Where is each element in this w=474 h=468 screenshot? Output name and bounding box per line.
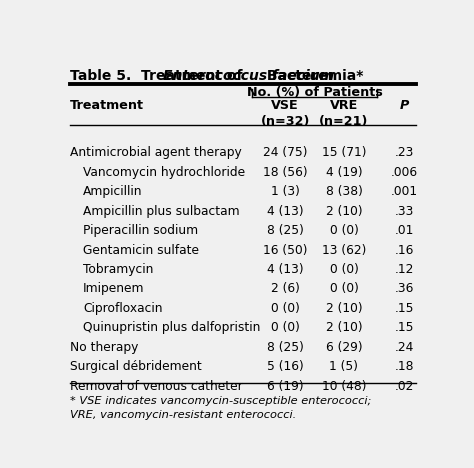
Text: Imipenem: Imipenem	[83, 283, 145, 295]
Text: VRE, vancomycin-resistant enterococci.: VRE, vancomycin-resistant enterococci.	[70, 410, 297, 420]
Text: .15: .15	[395, 302, 414, 315]
Text: Ciprofloxacin: Ciprofloxacin	[83, 302, 163, 315]
Text: .33: .33	[395, 205, 414, 218]
Text: Treatment: Treatment	[70, 99, 144, 112]
Text: .36: .36	[395, 283, 414, 295]
Text: Removal of venous catheter: Removal of venous catheter	[70, 380, 243, 393]
Text: 0 (0): 0 (0)	[329, 283, 358, 295]
Text: .15: .15	[395, 322, 414, 334]
Text: 4 (13): 4 (13)	[267, 263, 303, 276]
Text: 5 (16): 5 (16)	[267, 360, 303, 373]
Text: Bacteremia*: Bacteremia*	[262, 69, 364, 83]
Text: Vancomycin hydrochloride: Vancomycin hydrochloride	[83, 166, 245, 179]
Text: VRE
(n=21): VRE (n=21)	[319, 99, 369, 128]
Text: 16 (50): 16 (50)	[263, 243, 308, 256]
Text: 1 (3): 1 (3)	[271, 185, 300, 198]
Text: 4 (19): 4 (19)	[326, 166, 362, 179]
Text: .16: .16	[395, 243, 414, 256]
Text: 15 (71): 15 (71)	[322, 146, 366, 159]
Text: 18 (56): 18 (56)	[263, 166, 308, 179]
Text: .001: .001	[391, 185, 418, 198]
Text: 6 (19): 6 (19)	[267, 380, 303, 393]
Text: P: P	[400, 99, 409, 112]
Text: 0 (0): 0 (0)	[271, 302, 300, 315]
Text: 10 (48): 10 (48)	[322, 380, 366, 393]
Text: 13 (62): 13 (62)	[322, 243, 366, 256]
Text: 2 (10): 2 (10)	[326, 302, 362, 315]
Text: 4 (13): 4 (13)	[267, 205, 303, 218]
Text: Enterococcus faecium: Enterococcus faecium	[163, 69, 334, 83]
Text: .12: .12	[395, 263, 414, 276]
Text: Gentamicin sulfate: Gentamicin sulfate	[83, 243, 199, 256]
Text: Piperacillin sodium: Piperacillin sodium	[83, 224, 198, 237]
Text: * VSE indicates vancomycin-susceptible enterococci;: * VSE indicates vancomycin-susceptible e…	[70, 396, 372, 406]
Text: Quinupristin plus dalfopristin: Quinupristin plus dalfopristin	[83, 322, 261, 334]
Text: .23: .23	[395, 146, 414, 159]
Text: 0 (0): 0 (0)	[271, 322, 300, 334]
Text: .18: .18	[395, 360, 414, 373]
Text: Surgical débridement: Surgical débridement	[70, 360, 202, 373]
Text: Ampicillin plus sulbactam: Ampicillin plus sulbactam	[83, 205, 240, 218]
Text: .02: .02	[395, 380, 414, 393]
Text: 2 (10): 2 (10)	[326, 205, 362, 218]
Text: 0 (0): 0 (0)	[329, 263, 358, 276]
Text: .01: .01	[395, 224, 414, 237]
Text: No therapy: No therapy	[70, 341, 139, 354]
Text: 8 (38): 8 (38)	[326, 185, 363, 198]
Text: Tobramycin: Tobramycin	[83, 263, 154, 276]
Text: No. (%) of Patients: No. (%) of Patients	[246, 86, 383, 99]
Text: Table 5.  Treatment of: Table 5. Treatment of	[70, 69, 247, 83]
Text: 2 (10): 2 (10)	[326, 322, 362, 334]
Text: VSE
(n=32): VSE (n=32)	[261, 99, 310, 128]
Text: 2 (6): 2 (6)	[271, 283, 300, 295]
Text: .24: .24	[395, 341, 414, 354]
Text: .006: .006	[391, 166, 418, 179]
Text: Antimicrobial agent therapy: Antimicrobial agent therapy	[70, 146, 242, 159]
Text: 1 (5): 1 (5)	[329, 360, 358, 373]
Text: 8 (25): 8 (25)	[267, 224, 304, 237]
Text: 6 (29): 6 (29)	[326, 341, 362, 354]
Text: Ampicillin: Ampicillin	[83, 185, 143, 198]
Text: 24 (75): 24 (75)	[263, 146, 308, 159]
Text: 0 (0): 0 (0)	[329, 224, 358, 237]
Text: 8 (25): 8 (25)	[267, 341, 304, 354]
